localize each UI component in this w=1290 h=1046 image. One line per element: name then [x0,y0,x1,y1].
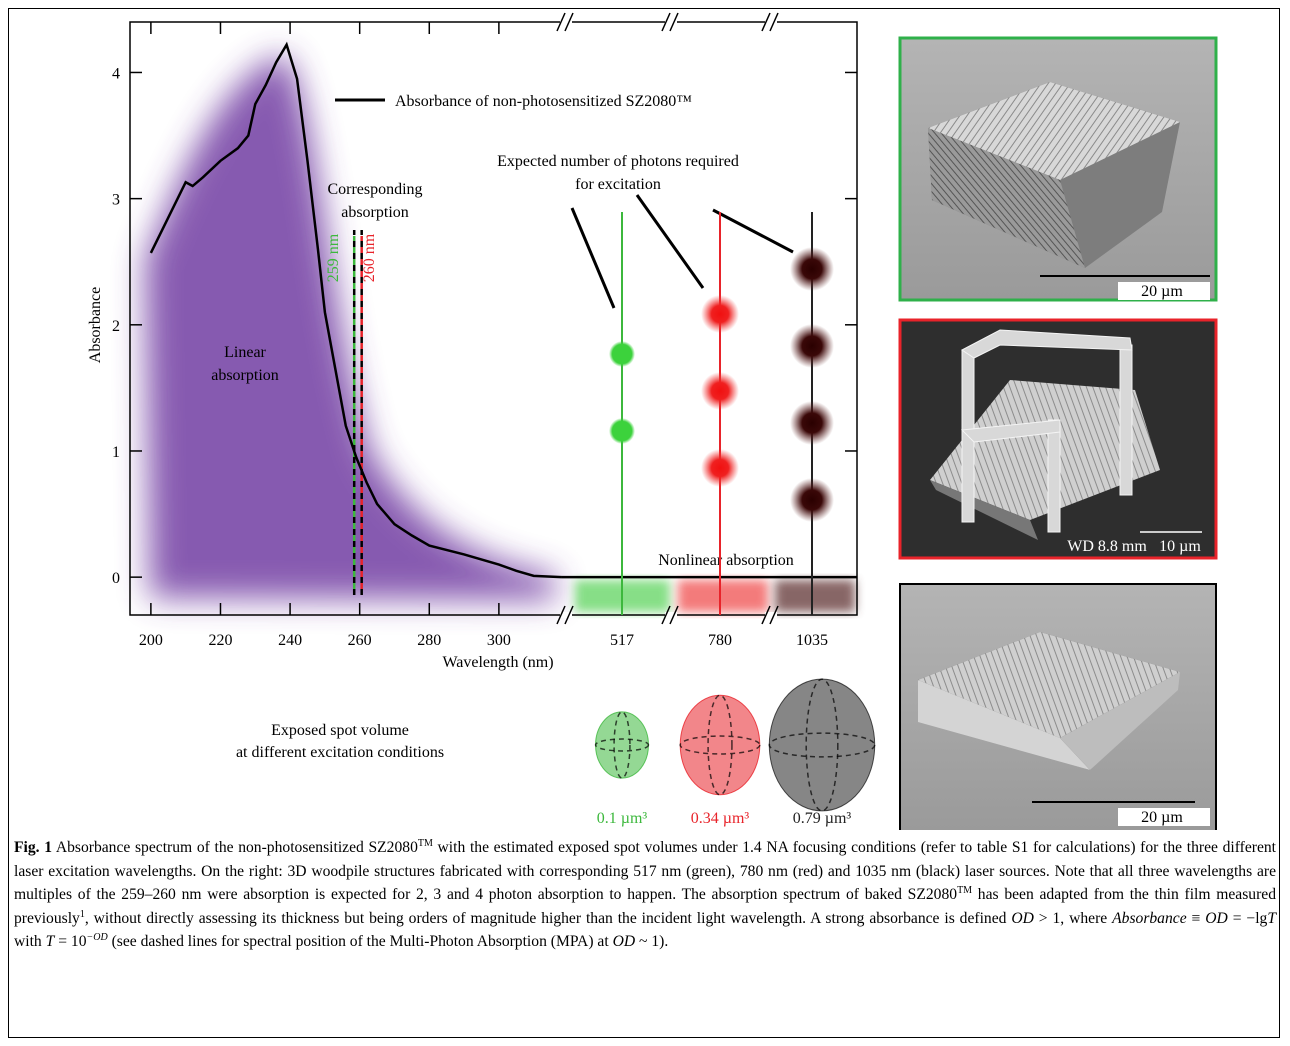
photon-spot [790,247,834,291]
figure-page: 0 1 2 3 4 200 220 240 260 280 300 Wavelength (nm) Ab… [0,0,1290,1046]
linear-absorption-cloud [145,55,555,600]
scale-label: 20 µm [1141,283,1183,300]
caption-sup: −OD [87,932,108,943]
caption-math: OD [1205,910,1228,927]
x-tick-label: 1035 [796,632,828,649]
figure-caption: Fig. 1 Absorbance spectrum of the non-ph… [14,836,1276,954]
spot-volume [769,679,874,811]
x-tick-label: 280 [417,632,441,649]
y-tick-label: 2 [112,318,120,335]
caption-math: OD [1011,910,1034,927]
caption-math: T [46,933,55,950]
y-axis-label: Absorbance [87,287,104,363]
caption-sup: TM [418,838,433,849]
photon-spot [609,418,635,444]
scale-label: 10 µm [1159,538,1201,555]
caption-text: > 1, where [1034,910,1112,927]
x-tick-label: 240 [278,632,302,649]
caption-text: = −lg [1228,910,1268,927]
photon-spot [701,449,739,487]
caption-sup: TM [957,885,972,896]
x-tick-label: 300 [487,632,511,649]
mpa-label: 259 nm [325,233,342,282]
spot-volume-label: 0.1 µm³ [597,810,648,827]
annotation: Linear [224,344,266,361]
x-tick-label: 220 [208,632,232,649]
x-tick-label: 780 [708,632,732,649]
annotation: Nonlinear absorption [658,552,794,569]
spot-volume [680,695,760,794]
photon-spot [701,295,739,333]
photon-spot [609,341,635,367]
caption-text: ~ 1). [635,933,668,950]
caption-math: T [1267,910,1276,927]
caption-label: Fig. 1 [14,839,52,856]
y-tick-label: 0 [112,570,120,587]
photon-spot [790,478,834,522]
dark-band [775,580,855,612]
annotation: for excitation [575,176,661,193]
sem-image-black [900,584,1216,830]
scale-label: 20 µm [1141,809,1183,826]
annotation: absorption [211,367,279,384]
sem-image-red [900,320,1216,558]
caption-text: with [14,933,46,950]
caption-math: OD [613,933,636,950]
y-tick-label: 4 [112,65,120,82]
caption-text: , without directly assessing its thickne… [85,910,1012,927]
annotation: at different excitation conditions [236,744,444,761]
photon-spot [790,401,834,445]
caption-math: −OD [87,932,108,943]
mpa-label: 260 nm [361,233,378,282]
spot-volume-label: 0.79 µm³ [793,810,852,827]
legend-label: Absorbance of non-photosensitized SZ2080… [395,93,692,110]
x-tick-label: 260 [348,632,372,649]
x-tick-label: 200 [139,632,163,649]
annotation: Corresponding [327,181,422,198]
y-tick-label: 1 [112,444,120,461]
red-band [678,580,768,612]
figure: 0 1 2 3 4 200 220 240 260 280 300 Wavelength (nm) Ab… [0,0,1290,830]
annotation: absorption [341,204,409,221]
annotation: Expected number of photons required [497,153,739,170]
photon-spot [790,324,834,368]
spot-volume-label: 0.34 µm³ [691,810,750,827]
caption-text: (see dashed lines for spectral position … [108,933,613,950]
sem-image-green [900,38,1216,300]
x-axis-label: Wavelength (nm) [442,654,553,671]
caption-text: Absorbance spectrum of the non-photosens… [52,839,418,856]
annotation: Exposed spot volume [271,722,409,739]
wd-label: WD 8.8 mm [1067,538,1147,555]
x-tick-label: 517 [610,632,634,649]
photon-spot [701,372,739,410]
caption-math: Absorbance [1112,910,1187,927]
y-tick-label: 3 [112,192,120,209]
spot-volume [596,712,649,778]
caption-text: = 10 [54,933,86,950]
caption-text: ≡ [1187,910,1206,927]
